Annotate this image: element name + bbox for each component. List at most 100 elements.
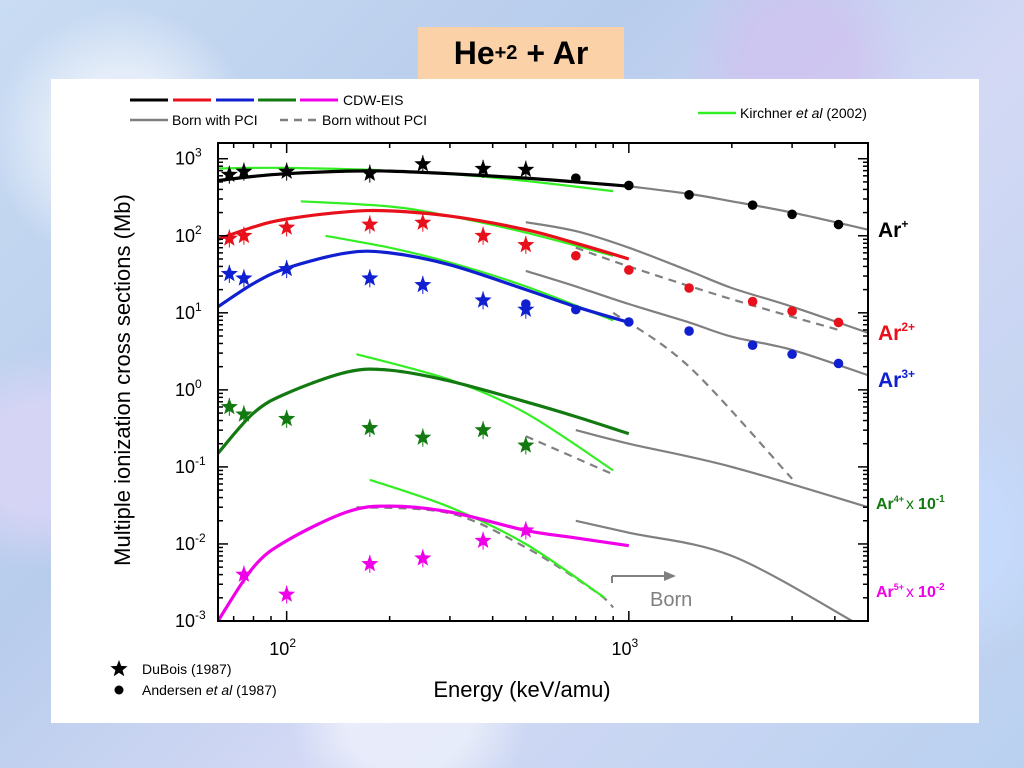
ar4-dubois-point [220,398,238,415]
ar1-cdw-line [218,169,629,188]
kirchner-suffix: (2002) [823,105,867,121]
ar5-cdw-line [218,504,630,621]
ar4-dubois-point [517,436,535,453]
ar3-label-sup: 3+ [901,367,915,381]
ar4-series-label: Ar4+ x 10-1 [876,494,945,513]
ar3-andersen-point [521,299,531,309]
ar3-kirchner-line [325,234,614,322]
y-tick-label-exp: 0 [195,377,202,391]
ar2-andersen-point [747,296,758,307]
ar1-dubois-point [235,162,253,179]
ar2-dubois-point [278,218,296,235]
y-tick-label: 103 [175,146,202,169]
ar1-andersen-point [684,190,694,200]
y-tick-label: 10-3 [175,608,206,631]
ar1-andersen-point [833,219,844,230]
ar3-andersen-point [571,304,581,315]
ar2-dubois-point [414,213,432,230]
legend-dubois-label: DuBois (1987) [142,661,232,677]
title-sup: +2 [494,42,518,64]
legend-andersen-label: Andersen et al (1987) [142,682,277,698]
ar5-label-sup: 5+ [894,582,904,592]
y-tick-label-base: 10 [175,534,195,554]
ar4-dubois-point [361,419,379,436]
ar2-andersen-point [684,283,694,293]
y-axis-title: Multiple ionization cross sections (Mb) [110,194,135,566]
y-tick-label: 102 [175,223,202,246]
ar1-andersen-point [787,209,797,220]
ar3-dubois-point [220,264,238,282]
born-arrow-head [664,571,676,581]
legend-star-icon [110,660,128,677]
ar1-series-label: Ar+ [878,217,908,242]
ar2-dubois-point [474,226,492,244]
ar5-dubois-point [474,531,492,548]
ar5-label-ten: 10 [918,584,936,601]
y-tick-label: 100 [175,377,202,400]
born-arrow-label: Born [650,589,692,611]
andersen-suffix: (1987) [232,682,276,698]
y-tick-label: 101 [175,300,202,323]
y-tick-label-base: 10 [175,457,195,477]
x-tick-label-base: 10 [269,639,289,659]
legend-cdw: CDW-EIS [130,92,403,108]
x-tick-label: 102 [269,636,296,659]
ar2-series-label: Ar2+ [878,320,915,345]
ar4-label-ten: 10 [918,496,936,513]
legend-born: Born with PCI Born without PCI [130,112,427,128]
legend-born-nopci-label: Born without PCI [322,112,427,128]
ar2-andersen-point [571,250,581,261]
ar1-dubois-point [414,155,432,172]
ar2-cdw-line [218,208,630,261]
legend-kirchner: Kirchner et al (2002) [698,105,867,121]
legend-cdw-label: CDW-EIS [343,92,403,108]
y-tick-label-base: 10 [175,149,195,169]
y-tick-label-base: 10 [175,303,195,323]
ar3-andersen-point [684,326,694,336]
ar4-label-exp: -1 [936,494,945,505]
ar1-label-name: Ar [878,219,901,242]
chart-panel [51,79,979,723]
slide-title: He +2 + Ar [418,27,624,80]
ar2-born-pci-line [525,221,868,334]
ar5-kirchner-line [369,478,606,599]
ar3-born-nopci-line [612,311,793,480]
y-tick-label-base: 10 [175,611,195,631]
ar5-dubois-point [235,565,253,582]
ar5-label-name: Ar [876,584,894,601]
x-axis-title: Energy (keV/amu) [433,677,610,702]
andersen-prefix: Andersen [142,682,206,698]
ar3-dubois-point [414,275,432,293]
ar3-dubois-point [235,269,253,286]
kirchner-italic: et al [796,105,823,121]
x-tick-label-exp: 3 [632,636,639,650]
legend-dot-icon [114,685,124,695]
y-tick-label-base: 10 [175,226,195,246]
x-tick-label-base: 10 [611,639,631,659]
ar1-dubois-point [474,159,492,177]
ar5-label-exp: -2 [936,582,945,593]
legend-kirchner-label: Kirchner et al (2002) [740,105,867,121]
ar3-andersen-point [624,317,634,327]
x-tick-label-exp: 2 [289,636,296,650]
ar3-series-label: Ar3+ [878,367,915,392]
ar1-andersen-point [571,173,581,183]
kirchner-prefix: Kirchner [740,105,796,121]
ar3-dubois-point [361,269,379,286]
y-tick-label-exp: 1 [195,300,202,314]
ar4-dubois-point [278,409,296,427]
ar3-andersen-point [787,349,797,360]
ar4-kirchner-line [356,353,614,472]
ar1-label-sup: + [901,217,908,231]
y-tick-label-exp: -2 [195,531,206,545]
ar4-born-nopci-line [525,435,614,476]
ar2-label-sup: 2+ [901,320,915,334]
ar1-andersen-point [747,200,758,210]
ar5-dubois-point [278,585,296,602]
ar3-cdw-line [218,249,630,324]
ar2-label-name: Ar [878,322,901,345]
ar2-andersen-point [787,306,797,316]
ar4-label-name: Ar [876,496,894,513]
